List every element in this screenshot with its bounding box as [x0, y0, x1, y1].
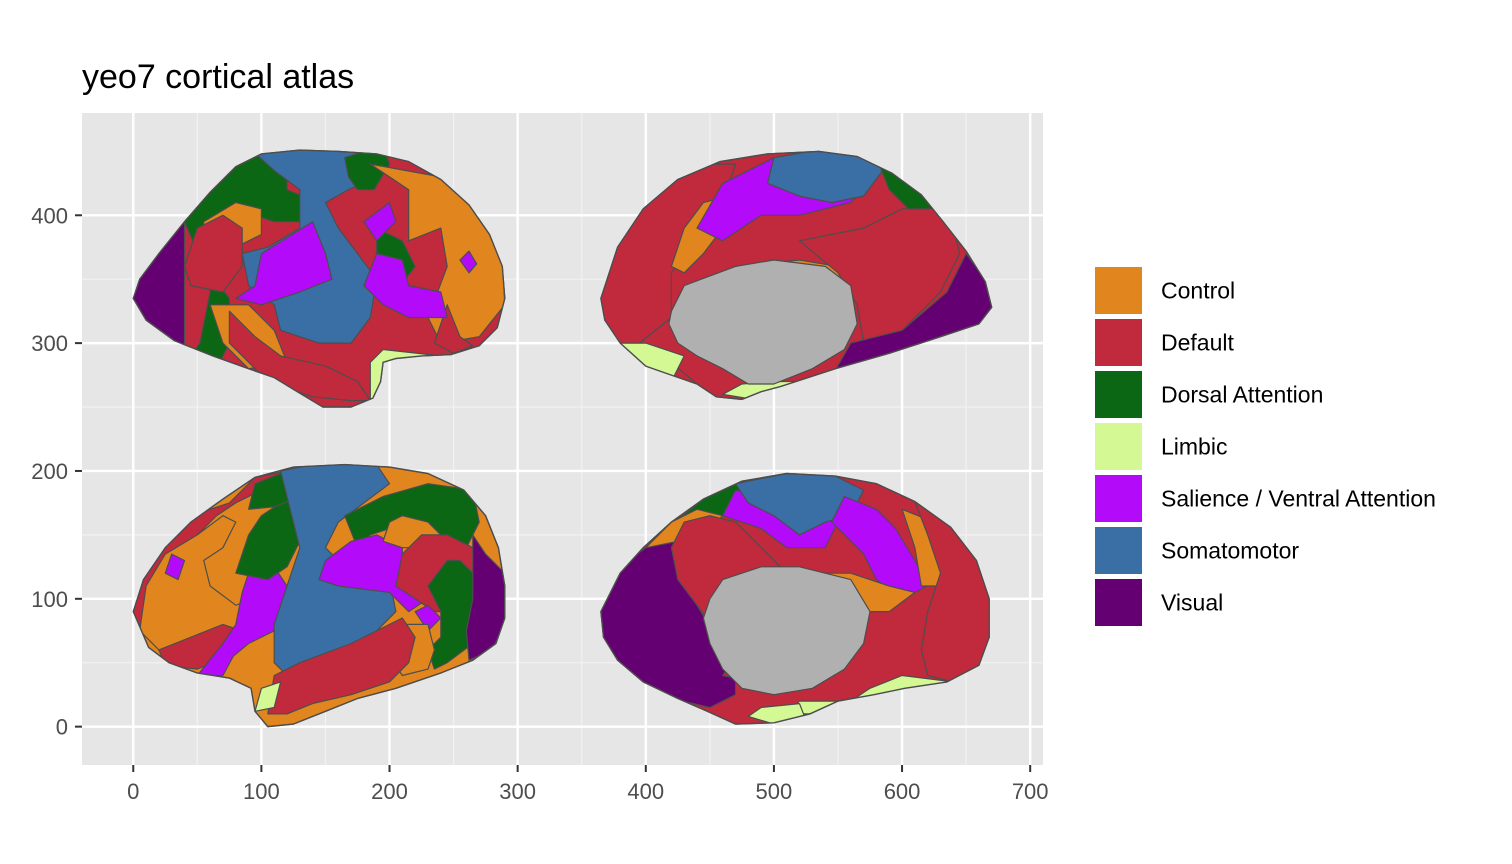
legend-label: Limbic — [1161, 434, 1227, 460]
right-lateral-view — [132, 463, 506, 728]
x-tick-label: 500 — [756, 779, 793, 804]
region-default — [183, 214, 243, 293]
legend-label: Default — [1161, 330, 1234, 356]
region-salience-ventral-attention — [235, 221, 333, 306]
region-dorsal-attention — [344, 150, 391, 191]
y-tick-label: 0 — [56, 715, 68, 740]
legend: Control Default Dorsal Attention Limbic Sali… — [1095, 267, 1436, 626]
x-tick-label: 300 — [499, 779, 536, 804]
x-tick-label: 0 — [127, 779, 139, 804]
right-medial-view — [600, 472, 990, 725]
legend-label: Visual — [1161, 590, 1223, 616]
legend-label: Control — [1161, 278, 1235, 304]
region-salience-ventral-attention — [459, 250, 478, 274]
region-default — [267, 617, 416, 715]
brain-views — [132, 149, 993, 728]
legend-key — [1095, 371, 1142, 418]
network-regions — [600, 473, 990, 725]
x-tick-label: 100 — [243, 779, 280, 804]
y-tick-label: 400 — [31, 203, 68, 228]
legend-label: Salience / Ventral Attention — [1161, 486, 1436, 512]
region-limbic — [254, 681, 282, 712]
legend-key — [1095, 319, 1142, 366]
region-salience-ventral-attention — [363, 253, 448, 319]
cortex-outline — [132, 463, 506, 728]
x-tick-label: 200 — [371, 779, 408, 804]
x-tick-label: 600 — [884, 779, 921, 804]
region-default — [228, 310, 371, 402]
legend-key — [1095, 579, 1142, 626]
y-tick-label: 200 — [31, 459, 68, 484]
cortex-outline — [600, 150, 993, 401]
cortex-outline — [132, 149, 506, 408]
region-salience-ventral-attention — [164, 553, 186, 581]
region-dorsal-attention — [427, 559, 480, 670]
legend-label: Somatomotor — [1161, 538, 1299, 564]
y-tick-label: 100 — [31, 587, 68, 612]
legend-key — [1095, 527, 1142, 574]
region-default — [798, 208, 961, 344]
medial-wall — [702, 566, 871, 696]
axes: 0 100 200 300 400 500 600 700 0 100 200 300 400 — [31, 203, 1048, 804]
region-salience-ventral-attention — [363, 201, 397, 242]
x-tick-label: 400 — [627, 779, 664, 804]
legend-key — [1095, 475, 1142, 522]
legend-label: Dorsal Attention — [1161, 382, 1323, 408]
network-regions — [133, 464, 505, 715]
medial-wall — [668, 259, 858, 385]
legend-key — [1095, 267, 1142, 314]
x-tick-label: 700 — [1012, 779, 1049, 804]
chart-title: yeo7 cortical atlas — [82, 58, 354, 96]
y-tick-label: 300 — [31, 331, 68, 356]
legend-key — [1095, 423, 1142, 470]
cortex-outline — [600, 472, 990, 725]
